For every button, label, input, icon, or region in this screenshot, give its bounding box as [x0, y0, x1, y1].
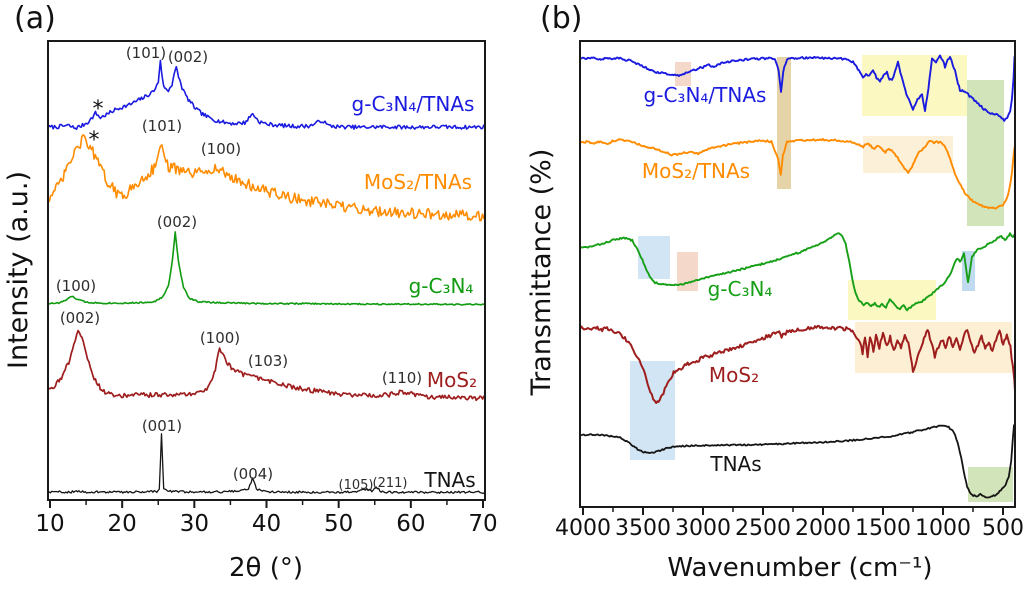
- xrd-label-004-13: (004): [233, 465, 273, 483]
- highlight-band-oh-gc3n4: [638, 236, 670, 279]
- ftir-x-tick-label-3500: 3500: [615, 516, 671, 541]
- ftir-x-tick-label-3000: 3000: [675, 516, 731, 541]
- xrd-label-100-5: (100): [201, 140, 241, 158]
- xrd-label-002-8: (002): [60, 309, 100, 327]
- xrd-x-tick-label-30: 30: [180, 511, 209, 537]
- highlight-band-tio-top-right: [967, 80, 1004, 226]
- ftir-label-mos-3: MoS₂: [709, 363, 759, 387]
- xrd-label-100-9: (100): [200, 329, 240, 347]
- xrd-label-100-7: (100): [56, 277, 96, 295]
- ftir-x-tick-label-1500: 1500: [855, 516, 911, 541]
- xrd-curve-tnas: [47, 433, 486, 494]
- xrd-x-tick-label-70: 70: [468, 511, 497, 537]
- xrd-label-g-c-n-tnas-16: g-C₃N₄/TNAs: [352, 92, 475, 116]
- xrd-curve-g-c-n: [47, 231, 486, 306]
- panel-a-xrd-plot: 10 20 30 40 50 60 70(101) (002)**(101)(100)(002…: [35, 44, 497, 537]
- xrd-label-101-4: (101): [142, 117, 182, 135]
- xrd-label-mos-tnas-17: MoS₂/TNAs: [364, 170, 472, 194]
- plot-frame-a: [47, 40, 486, 501]
- xrd-label-002-1: (002): [168, 48, 208, 66]
- ftir-curve-tnas: [579, 424, 1015, 499]
- xrd-label--2: *: [93, 97, 104, 122]
- highlight-band-triazine-gc3n4: [848, 280, 936, 320]
- xrd-label-211-15: (211): [373, 476, 408, 491]
- ftir-x-tick-label-1000: 1000: [915, 516, 971, 541]
- ftir-label-g-c-n-tnas-0: g-C₃N₄/TNAs: [644, 83, 767, 107]
- plot-frame-b: [579, 40, 1016, 508]
- xrd-label-g-c-n-18: g-C₃N₄: [409, 274, 474, 298]
- ftir-x-tick-label-4000: 4000: [555, 516, 611, 541]
- xrd-x-tick-label-40: 40: [252, 511, 281, 537]
- xrd-x-tick-label-60: 60: [396, 511, 425, 537]
- xrd-label--3: *: [89, 128, 100, 153]
- ftir-curve-mos: [579, 324, 1016, 404]
- xrd-label-105-14: (105): [339, 478, 374, 493]
- ftir-x-tick-label-2500: 2500: [735, 516, 791, 541]
- xrd-label-mos-19: MoS₂: [427, 368, 477, 392]
- ftir-curve-g-c-n: [579, 232, 1016, 312]
- xrd-label-tnas-20: TNAs: [423, 468, 475, 492]
- ftir-label-mos-tnas-1: MoS₂/TNAs: [642, 159, 750, 183]
- xrd-label-101-0: (101): [126, 44, 166, 62]
- panel-b-letter: (b): [540, 1, 583, 36]
- xrd-y-axis-title: Intensity (a.u.): [3, 171, 34, 369]
- xrd-label-103-10: (103): [248, 352, 288, 370]
- ftir-label-tnas-4: TNAs: [709, 452, 761, 476]
- xrd-x-tick-label-10: 10: [35, 511, 64, 537]
- xrd-label-001-12: (001): [142, 417, 182, 435]
- ftir-x-tick-label-500: 500: [982, 516, 1024, 541]
- xrd-curve-mos: [46, 329, 487, 402]
- xrd-curve-g-c-n-tnas: [47, 59, 486, 131]
- highlight-band-oh-mos2: [630, 361, 675, 460]
- ftir-x-axis-title: Wavenumber (cm⁻¹): [667, 553, 932, 583]
- xrd-x-axis-title: 2θ (°): [229, 553, 303, 583]
- ftir-curve-g-c-n-tnas: [579, 54, 1016, 122]
- ftir-y-axis-title: Transmittance (%): [526, 149, 557, 397]
- panel-a-letter: (a): [14, 1, 56, 36]
- xrd-x-tick-label-50: 50: [324, 511, 353, 537]
- ftir-label-g-c-n-2: g-C₃N₄: [708, 277, 773, 301]
- xrd-x-tick-label-20: 20: [108, 511, 137, 537]
- xrd-curve-mos-tnas: [47, 134, 486, 222]
- xrd-label-110-11: (110): [382, 369, 422, 387]
- ftir-x-tick-label-2000: 2000: [795, 516, 851, 541]
- panel-b-ftir-plot: 4000 3500 3000 2500 2000 1500 1000 500 g-C₃N₄/TN…: [555, 54, 1024, 541]
- ftir-curve-mos-tnas: [579, 137, 1016, 210]
- xrd-label-002-6: (002): [157, 213, 197, 231]
